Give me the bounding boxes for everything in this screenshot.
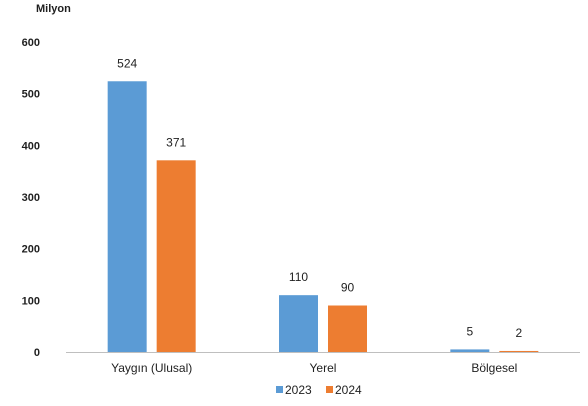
data-label: 5 xyxy=(466,324,473,338)
y-tick-label: 500 xyxy=(22,89,40,101)
y-axis-ticks: 0 100 200 300 400 500 600 xyxy=(22,37,40,359)
bar-2023-0 xyxy=(107,81,147,353)
category-label: Bölgesel xyxy=(471,361,517,375)
bar-2023-2 xyxy=(450,349,490,352)
category-labels: Yaygın (Ulusal) Yerel Bölgesel xyxy=(111,361,517,375)
category-label: Yaygın (Ulusal) xyxy=(111,361,192,375)
bar-2024-2 xyxy=(499,350,539,352)
bars xyxy=(107,81,539,353)
legend-swatch-2024 xyxy=(326,386,333,393)
y-tick-label: 300 xyxy=(22,192,40,204)
y-tick-label: 0 xyxy=(34,347,40,359)
legend-label-2023: 2023 xyxy=(285,383,312,397)
y-tick-label: 400 xyxy=(22,140,40,152)
data-label: 2 xyxy=(515,326,522,340)
y-tick-label: 600 xyxy=(22,37,40,49)
bar-2024-0 xyxy=(156,160,196,352)
data-label: 371 xyxy=(166,135,186,149)
data-label: 524 xyxy=(117,56,137,70)
y-unit-label: Milyon xyxy=(36,3,71,15)
data-label: 110 xyxy=(289,270,308,284)
y-tick-label: 200 xyxy=(22,244,40,256)
category-label: Yerel xyxy=(310,361,337,375)
bar-2023-1 xyxy=(279,295,318,352)
legend: 2023 2024 xyxy=(276,383,362,397)
data-label: 90 xyxy=(341,281,355,295)
data-labels: 524 371 110 90 5 2 xyxy=(117,56,522,340)
legend-label-2024: 2024 xyxy=(335,383,362,397)
legend-swatch-2023 xyxy=(276,386,283,393)
bar-2024-1 xyxy=(328,305,367,352)
y-tick-label: 100 xyxy=(22,295,40,307)
